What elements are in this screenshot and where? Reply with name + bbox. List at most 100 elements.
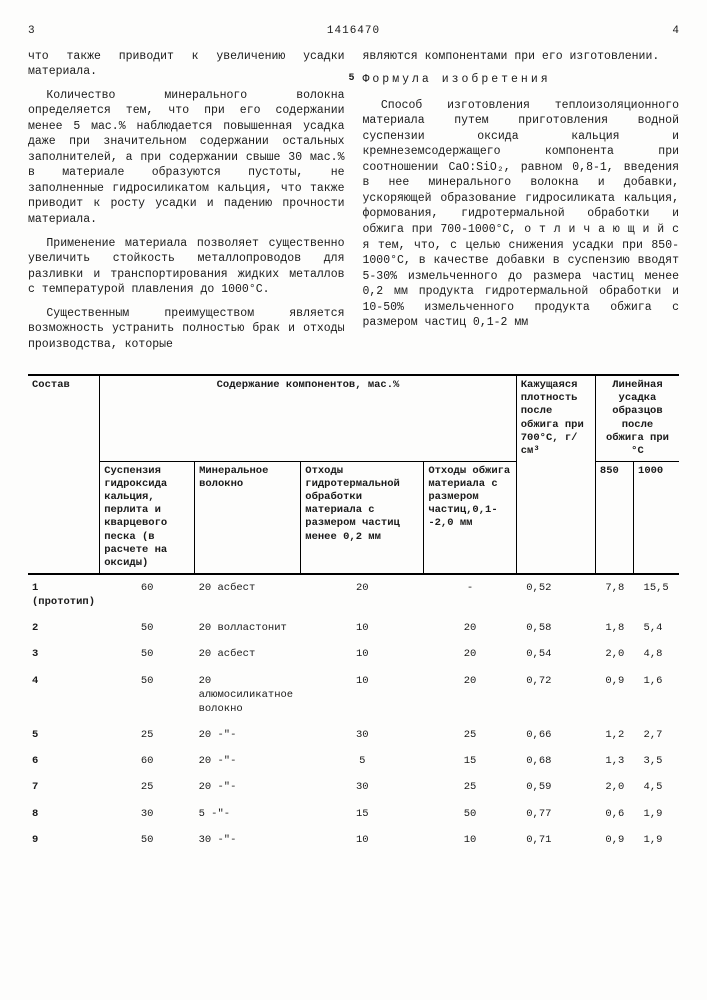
- table-cell: 7,8: [595, 574, 633, 615]
- table-cell: 1,9: [634, 827, 679, 853]
- table-cell: 0,77: [516, 801, 595, 827]
- table-cell: 0,71: [516, 827, 595, 853]
- page-number-right: 4: [639, 24, 679, 39]
- column-header: Отходы обжига материала с размером части…: [424, 461, 516, 574]
- paragraph: что также приводит к увеличению усадки м…: [28, 49, 345, 80]
- paragraph: Применение материала позволяет существен…: [28, 236, 345, 298]
- table-cell: 4,8: [634, 641, 679, 667]
- table-cell: 5 -"-: [195, 801, 301, 827]
- table-cell: 20: [424, 615, 516, 641]
- table-cell: 50: [100, 615, 195, 641]
- table-cell: 10: [301, 668, 424, 723]
- table-cell: 15: [424, 748, 516, 774]
- heading-text: Формула изобретения: [363, 73, 551, 86]
- table-cell: 20 волластонит: [195, 615, 301, 641]
- table-cell: 15,5: [634, 574, 679, 615]
- table-cell: 60: [100, 748, 195, 774]
- table-cell: 10: [301, 827, 424, 853]
- table-cell: 9: [28, 827, 100, 853]
- section-heading: 5 Формула изобретения: [363, 72, 680, 88]
- table-cell: 2,7: [634, 722, 679, 748]
- table-cell: 1,2: [595, 722, 633, 748]
- paragraph: Способ изготовления теплоизоляционного м…: [363, 98, 680, 331]
- table-cell: 0,6: [595, 801, 633, 827]
- page-number-left: 3: [28, 24, 68, 39]
- line-number: 5: [349, 72, 358, 86]
- table-cell: 4: [28, 668, 100, 723]
- table-cell: 1,8: [595, 615, 633, 641]
- table-cell: 20: [424, 668, 516, 723]
- table-cell: 2: [28, 615, 100, 641]
- table-row: 25020 волластонит10200,581,85,4: [28, 615, 679, 641]
- table-cell: 1,9: [634, 801, 679, 827]
- table-cell: 1 (прототип): [28, 574, 100, 615]
- table-cell: 25: [100, 774, 195, 800]
- table-cell: 0,52: [516, 574, 595, 615]
- table-cell: 20 асбест: [195, 574, 301, 615]
- table-cell: 25: [424, 774, 516, 800]
- table-cell: 10: [301, 615, 424, 641]
- table-cell: 0,9: [595, 668, 633, 723]
- paragraph: Количество минерального волокна определя…: [28, 88, 345, 228]
- page-header: 3 1416470 4: [28, 24, 679, 39]
- table-cell: 3: [28, 641, 100, 667]
- table-cell: 20: [301, 574, 424, 615]
- table-row: 35020 асбест10200,542,04,8: [28, 641, 679, 667]
- table-cell: 8: [28, 801, 100, 827]
- table-cell: 0,72: [516, 668, 595, 723]
- table-cell: 25: [424, 722, 516, 748]
- table-cell: 5: [28, 722, 100, 748]
- table-row: 66020 -"-5150,681,33,5: [28, 748, 679, 774]
- table-cell: 50: [100, 668, 195, 723]
- table-cell: 0,59: [516, 774, 595, 800]
- paragraph: Существенным преимуществом является возм…: [28, 306, 345, 353]
- data-table: Состав Содержание компонентов, мас.% Каж…: [28, 374, 679, 853]
- table-cell: 7: [28, 774, 100, 800]
- column-header: Состав: [28, 375, 100, 574]
- table-cell: -: [424, 574, 516, 615]
- column-header: Минеральное волокно: [195, 461, 301, 574]
- table-cell: 25: [100, 722, 195, 748]
- table-row: 8305 -"-15500,770,61,9: [28, 801, 679, 827]
- table-cell: 50: [100, 641, 195, 667]
- table-cell: 4,5: [634, 774, 679, 800]
- table-cell: 20 -"-: [195, 722, 301, 748]
- column-header: 850: [595, 461, 633, 574]
- table-cell: 30: [100, 801, 195, 827]
- column-group-header: Содержание компонентов, мас.%: [100, 375, 517, 461]
- table-cell: 0,66: [516, 722, 595, 748]
- table-row: 52520 -"-30250,661,22,7: [28, 722, 679, 748]
- table-cell: 20 алюмосиликатное волокно: [195, 668, 301, 723]
- table-cell: 2,0: [595, 641, 633, 667]
- body-columns: что также приводит к увеличению усадки м…: [28, 49, 679, 360]
- table-row: 45020 алюмосиликатное волокно10200,720,9…: [28, 668, 679, 723]
- table-body: 1 (прототип)6020 асбест20-0,527,815,5250…: [28, 574, 679, 853]
- table-cell: 5: [301, 748, 424, 774]
- table-cell: 10: [424, 827, 516, 853]
- table-cell: 0,54: [516, 641, 595, 667]
- table-cell: 50: [100, 827, 195, 853]
- table-cell: 60: [100, 574, 195, 615]
- table-cell: 20 -"-: [195, 748, 301, 774]
- column-header: Отходы гидротермальной обработки материа…: [301, 461, 424, 574]
- table-row: 72520 -"-30250,592,04,5: [28, 774, 679, 800]
- table-cell: 1,6: [634, 668, 679, 723]
- table-cell: 20 асбест: [195, 641, 301, 667]
- table-cell: 15: [301, 801, 424, 827]
- right-column: являются компонентами при его изготовлен…: [363, 49, 680, 360]
- table-cell: 2,0: [595, 774, 633, 800]
- table-cell: 6: [28, 748, 100, 774]
- table-row: 1 (прототип)6020 асбест20-0,527,815,5: [28, 574, 679, 615]
- left-column: что также приводит к увеличению усадки м…: [28, 49, 345, 360]
- column-header: Суспензия гидроксида кальция, перлита и …: [100, 461, 195, 574]
- table-cell: 20: [424, 641, 516, 667]
- table-cell: 30: [301, 774, 424, 800]
- paragraph: являются компонентами при его изготовлен…: [363, 49, 680, 65]
- table-cell: 5,4: [634, 615, 679, 641]
- column-group-header: Кажущаяся плотность после обжига при 700…: [516, 375, 595, 574]
- document-id: 1416470: [68, 24, 639, 39]
- table-cell: 10: [301, 641, 424, 667]
- column-group-header: Линейная усадка образцов после обжига пр…: [595, 375, 679, 461]
- column-header: 1000: [634, 461, 679, 574]
- table-cell: 3,5: [634, 748, 679, 774]
